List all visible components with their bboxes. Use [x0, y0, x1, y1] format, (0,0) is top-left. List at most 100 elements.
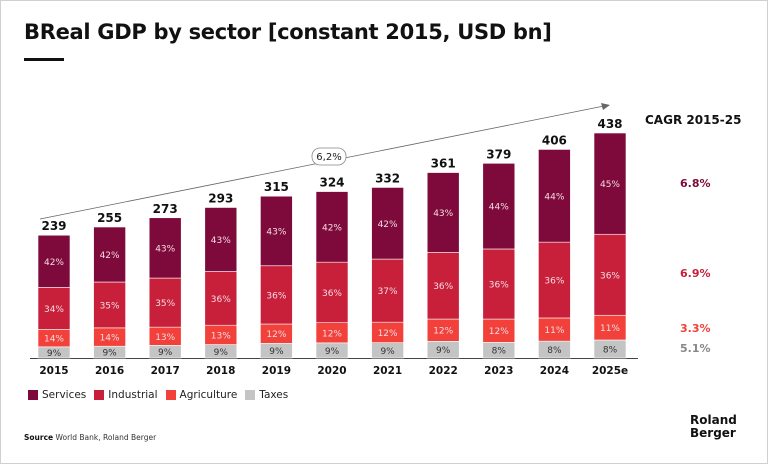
- logo-line2: Berger: [690, 426, 736, 440]
- source-note: Source World Bank, Roland Berger: [24, 433, 156, 442]
- total-label: 379: [486, 147, 511, 161]
- segment-label: 36%: [266, 291, 286, 301]
- segment-label: 11%: [600, 324, 620, 334]
- total-label: 293: [208, 191, 233, 205]
- segment-label: 9%: [214, 348, 229, 358]
- x-tick-label: 2021: [373, 365, 402, 377]
- bar-segment-services: [538, 149, 571, 243]
- segment-label: 35%: [155, 299, 175, 309]
- bar-segment-industrial: [37, 287, 71, 330]
- logo-line1: Roland: [690, 413, 737, 427]
- segment-label: 36%: [544, 277, 564, 287]
- legend-label: Taxes: [259, 389, 289, 401]
- segment-label: 9%: [325, 347, 340, 357]
- legend-item-agriculture: Agriculture: [165, 389, 238, 401]
- legend-item-services: Services: [28, 389, 86, 401]
- x-tick-label: 2025e: [592, 365, 628, 377]
- segment-label: 43%: [433, 209, 453, 219]
- segment-label: 9%: [47, 349, 62, 359]
- cagr-agriculture: 3.3%: [680, 322, 711, 335]
- segment-label: 36%: [433, 282, 453, 292]
- bar-segment-services: [593, 132, 627, 235]
- x-tick-label: 2020: [317, 365, 346, 377]
- bar-segment-services: [371, 187, 404, 260]
- roland-berger-logo: Roland Berger: [690, 414, 737, 440]
- segment-label: 9%: [269, 347, 284, 357]
- total-label: 324: [319, 176, 344, 190]
- growth-annotation: 6,2%: [316, 152, 341, 163]
- cagr-title: CAGR 2015-25: [645, 113, 742, 127]
- total-label: 255: [97, 211, 122, 225]
- segment-label: 12%: [266, 330, 286, 340]
- segment-label: 42%: [322, 223, 342, 233]
- bar-segment-industrial: [371, 258, 404, 323]
- cagr-taxes: 5.1%: [680, 342, 711, 355]
- bar-segment-services: [204, 207, 238, 272]
- total-label: 315: [264, 180, 289, 194]
- segment-label: 8%: [547, 346, 562, 356]
- segment-label: 12%: [433, 327, 453, 337]
- segment-label: 42%: [44, 258, 64, 268]
- legend-item-taxes: Taxes: [245, 389, 288, 401]
- growth-annotation-bubble: [311, 147, 347, 166]
- legend-label: Agriculture: [179, 389, 238, 401]
- legend-swatch: [165, 390, 176, 400]
- title-underline: [24, 58, 64, 61]
- growth-arrow-head: [601, 103, 610, 110]
- bar-segment-services: [315, 191, 349, 263]
- bar-segment-services: [148, 217, 182, 279]
- segment-label: 43%: [155, 244, 175, 254]
- legend: Services Industrial Agriculture Taxes: [28, 389, 288, 401]
- segment-label: 35%: [100, 301, 120, 311]
- segment-label: 9%: [158, 348, 173, 358]
- segment-label: 12%: [489, 327, 509, 337]
- segment-label: 43%: [266, 227, 286, 237]
- segment-label: 44%: [489, 203, 509, 213]
- segment-label: 36%: [211, 295, 231, 305]
- segment-label: 8%: [492, 347, 507, 357]
- bar-segment-industrial: [204, 271, 238, 326]
- bar-segment-industrial: [315, 261, 349, 323]
- segment-label: 36%: [322, 289, 342, 299]
- x-tick-label: 2024: [540, 365, 569, 377]
- bar-segment-industrial: [593, 233, 627, 316]
- bar-segment-services: [37, 234, 71, 288]
- segment-label: 45%: [600, 180, 620, 190]
- segment-label: 37%: [378, 287, 398, 297]
- segment-label: 14%: [100, 334, 120, 344]
- total-label: 332: [375, 171, 400, 185]
- segment-label: 8%: [603, 346, 618, 356]
- segment-label: 36%: [489, 281, 509, 291]
- legend-item-industrial: Industrial: [94, 389, 158, 401]
- segment-label: 12%: [322, 329, 342, 339]
- segment-label: 42%: [100, 251, 120, 261]
- segment-label: 9%: [380, 347, 395, 357]
- segment-label: 36%: [600, 271, 620, 281]
- bar-segment-services: [482, 163, 516, 250]
- bar-segment-industrial: [260, 265, 293, 325]
- x-tick-label: 2016: [95, 365, 124, 377]
- legend-label: Industrial: [108, 389, 158, 401]
- segment-label: 11%: [544, 326, 564, 336]
- cagr-industrial: 6.9%: [680, 267, 711, 280]
- total-label: 239: [41, 219, 66, 233]
- legend-swatch: [94, 390, 105, 400]
- total-label: 273: [153, 202, 178, 216]
- total-label: 438: [597, 117, 622, 131]
- legend-label: Services: [42, 389, 87, 401]
- bar-segment-industrial: [482, 248, 516, 320]
- source-text: World Bank, Roland Berger: [55, 433, 157, 442]
- segment-label: 42%: [378, 220, 398, 230]
- legend-swatch: [28, 390, 38, 400]
- bar-segment-services: [260, 195, 293, 267]
- x-tick-label: 2018: [206, 365, 235, 377]
- total-label: 361: [431, 157, 456, 171]
- segment-label: 13%: [211, 331, 231, 341]
- bar-segment-industrial: [148, 277, 182, 328]
- x-tick-label: 2015: [39, 365, 68, 377]
- segment-label: 12%: [378, 329, 398, 339]
- x-tick-label: 2019: [262, 365, 291, 377]
- bar-segment-services: [426, 172, 460, 253]
- segment-label: 13%: [155, 333, 175, 343]
